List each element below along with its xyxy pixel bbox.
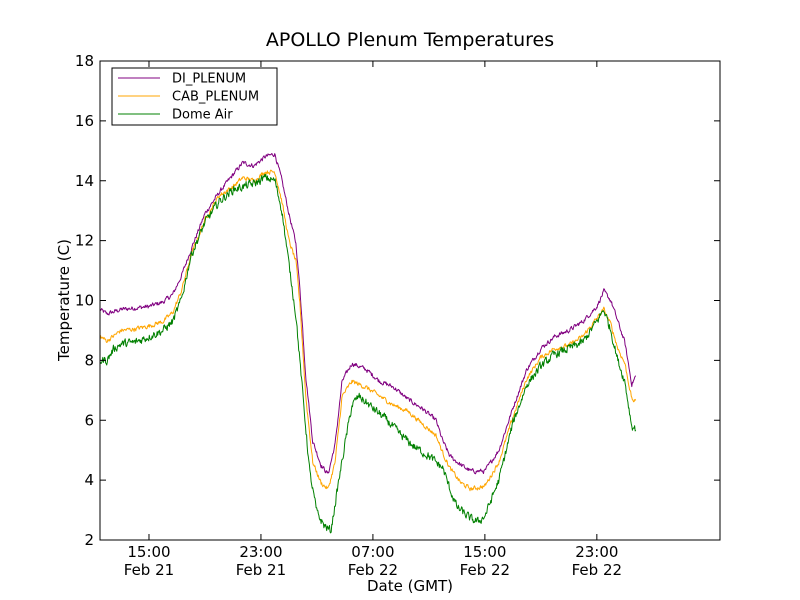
x-axis-label: Date (GMT) [367, 577, 453, 595]
chart-title: APOLLO Plenum Temperatures [266, 29, 554, 51]
y-tick-label: 16 [75, 112, 94, 130]
x-tick-label-date: Feb 21 [236, 561, 286, 579]
y-tick-label: 6 [84, 411, 94, 429]
series-line-dome-air [99, 173, 637, 534]
x-tick-label-time: 23:00 [239, 543, 282, 561]
y-tick-label: 10 [75, 292, 94, 310]
legend-label-cab-plenum: CAB_PLENUM [172, 90, 259, 105]
series-line-di-plenum [99, 153, 637, 475]
series-layer [99, 153, 637, 534]
x-tick-label-date: Feb 22 [460, 561, 510, 579]
x-tick-label-date: Feb 22 [348, 561, 398, 579]
y-axis-label: Temperature (C) [55, 239, 73, 362]
legend-label-dome-air: Dome Air [172, 108, 233, 123]
legend-label-di-plenum: DI_PLENUM [172, 72, 246, 87]
series-line-cab-plenum [99, 169, 637, 492]
x-tick-label-time: 15:00 [463, 543, 506, 561]
x-tick-label-time: 23:00 [575, 543, 618, 561]
y-tick-label: 8 [84, 351, 94, 369]
y-tick-label: 12 [75, 232, 94, 250]
y-tick-label: 4 [84, 471, 94, 489]
x-tick-label-date: Feb 21 [124, 561, 174, 579]
legend: DI_PLENUM CAB_PLENUM Dome Air [111, 67, 278, 126]
x-tick-label-date: Feb 22 [572, 561, 622, 579]
y-tick-label: 18 [75, 52, 94, 70]
y-tick-label: 2 [84, 531, 94, 549]
x-tick-label-time: 07:00 [351, 543, 394, 561]
y-tick-label: 14 [75, 172, 94, 190]
x-tick-label-time: 15:00 [127, 543, 170, 561]
